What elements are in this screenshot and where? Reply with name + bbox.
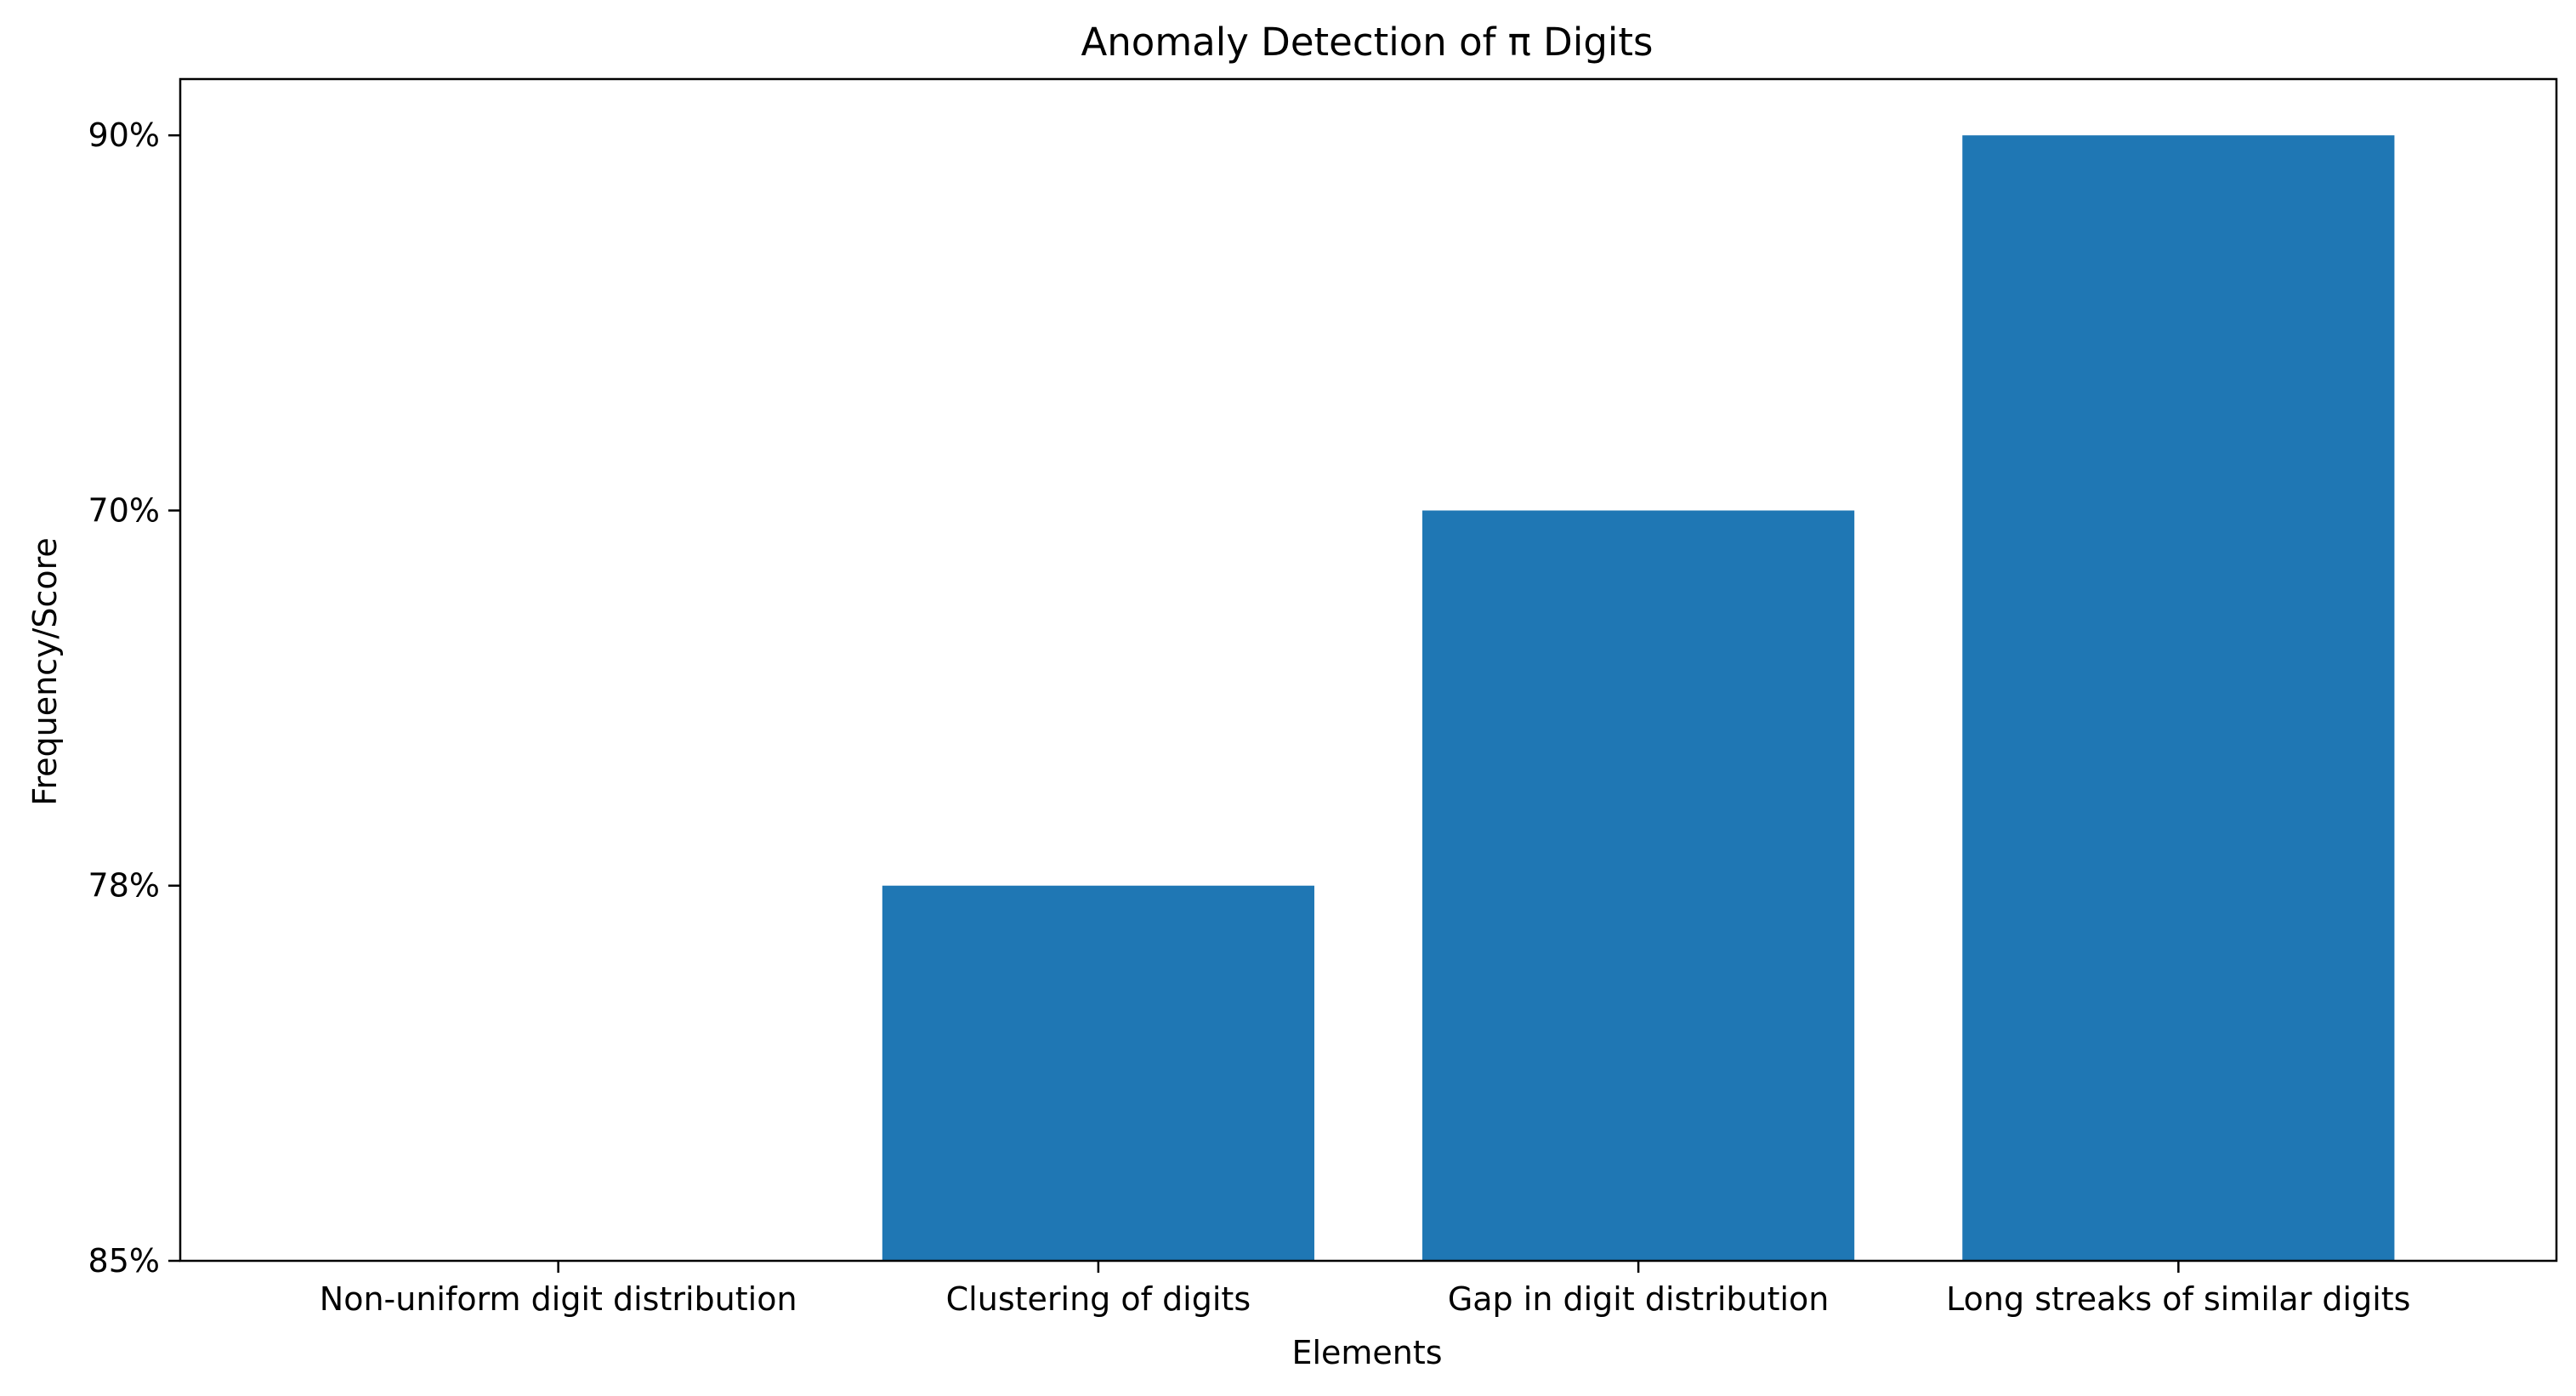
y-tick-label: 85%	[88, 1242, 160, 1280]
plot-frame	[179, 77, 2558, 1263]
y-axis-ticks: 85% 78% 70% 90%	[88, 116, 180, 1280]
y-tick-label: 70%	[88, 491, 160, 529]
bar	[882, 885, 1314, 1261]
bar	[1422, 510, 1855, 1261]
x-tick-label: Long streaks of similar digits	[1946, 1280, 2410, 1318]
chart-title: Anomaly Detection of π Digits	[1081, 20, 1654, 65]
bars-layer	[882, 135, 2395, 1262]
x-axis-label: Elements	[1291, 1334, 1442, 1371]
bar	[1962, 135, 2395, 1262]
x-tick-label: Clustering of digits	[946, 1280, 1251, 1318]
x-tick-label: Non-uniform digit distribution	[320, 1280, 797, 1318]
x-tick-label: Gap in digit distribution	[1448, 1280, 1830, 1318]
y-tick-label: 78%	[88, 867, 160, 905]
y-tick-label: 90%	[88, 116, 160, 154]
y-axis-label: Frequency/Score	[26, 537, 64, 806]
x-axis-ticks: Non-uniform digit distribution Clustering…	[320, 1261, 2410, 1318]
